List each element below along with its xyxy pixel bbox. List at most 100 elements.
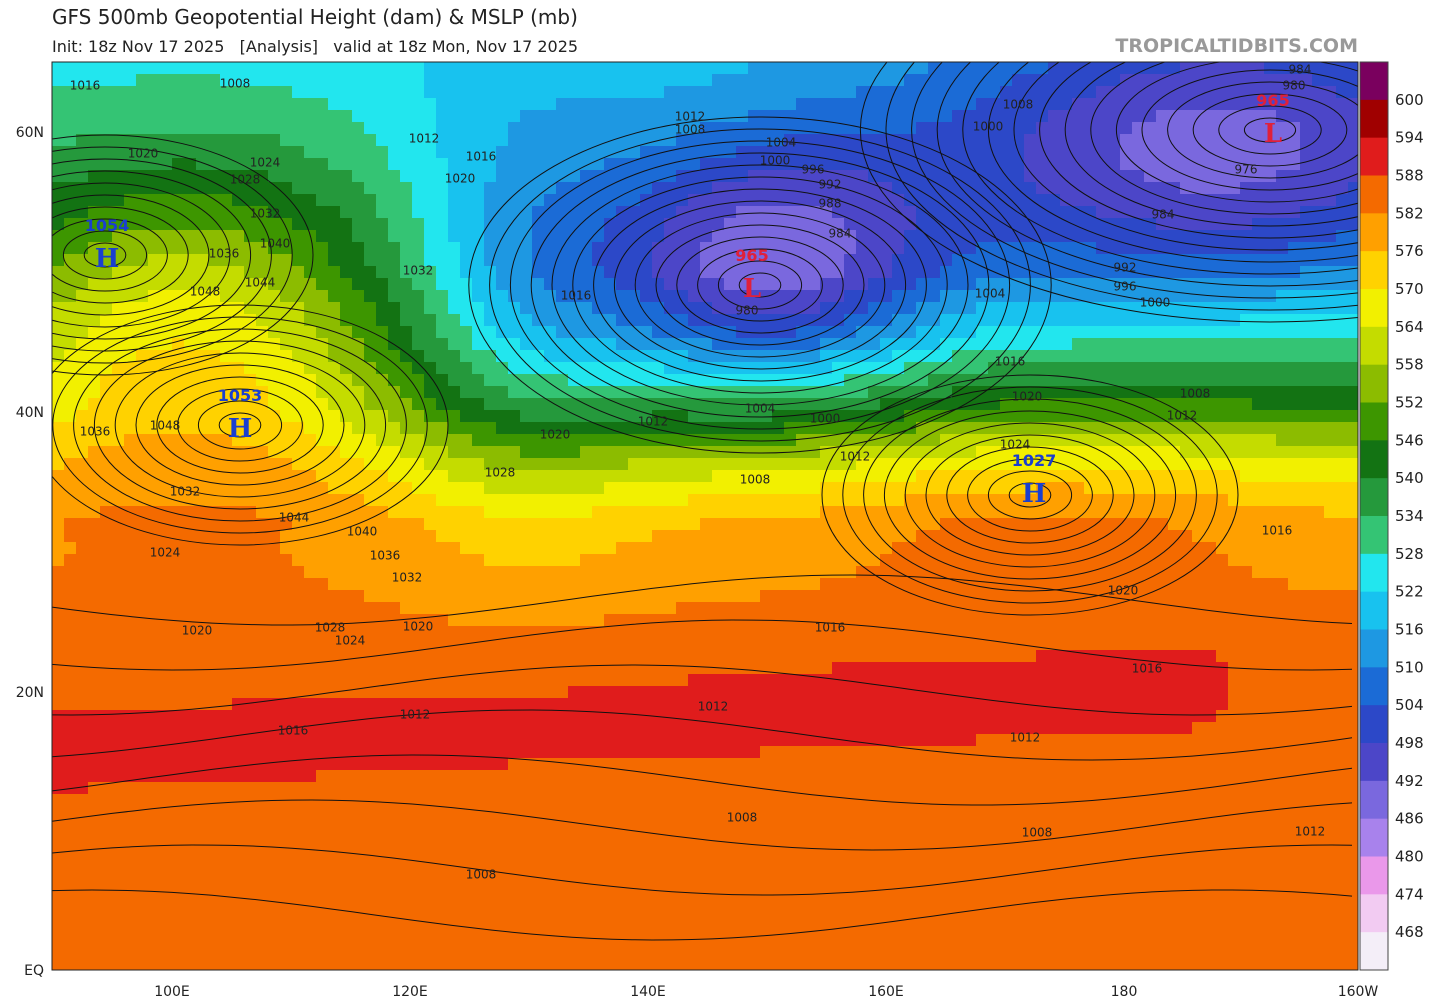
field-cell	[424, 98, 437, 111]
field-cell	[736, 602, 749, 615]
field-cell	[520, 194, 533, 207]
field-cell	[1288, 290, 1301, 303]
field-cell	[1240, 206, 1253, 219]
field-cell	[592, 542, 605, 555]
field-cell	[772, 518, 785, 531]
field-cell	[1108, 518, 1121, 531]
field-cell	[424, 458, 437, 471]
field-cell	[400, 590, 413, 603]
field-cell	[208, 350, 221, 363]
field-cell	[460, 326, 473, 339]
field-cell	[1012, 326, 1025, 339]
field-cell	[1264, 242, 1277, 255]
field-cell	[1012, 338, 1025, 351]
field-cell	[724, 278, 737, 291]
field-cell	[592, 554, 605, 567]
field-cell	[196, 590, 209, 603]
field-cell	[880, 410, 893, 423]
field-cell	[484, 146, 497, 159]
field-cell	[136, 86, 149, 99]
field-cell	[304, 422, 317, 435]
field-cell	[1276, 338, 1289, 351]
field-cell	[724, 170, 737, 183]
field-cell	[208, 74, 221, 87]
field-cell	[340, 398, 353, 411]
field-cell	[580, 470, 593, 483]
field-cell	[388, 458, 401, 471]
field-cell	[232, 158, 245, 171]
field-cell	[1288, 182, 1301, 195]
field-cell	[436, 278, 449, 291]
field-cell	[436, 170, 449, 183]
field-cell	[1024, 74, 1037, 87]
field-cell	[1300, 170, 1313, 183]
field-cell	[328, 134, 341, 147]
field-cell	[748, 122, 761, 135]
field-cell	[1156, 566, 1169, 579]
field-cell	[844, 158, 857, 171]
field-cell	[796, 290, 809, 303]
field-cell	[736, 218, 749, 231]
field-cell	[868, 110, 881, 123]
field-cell	[568, 254, 581, 267]
field-cell	[796, 590, 809, 603]
field-cell	[940, 506, 953, 519]
field-cell	[124, 398, 137, 411]
field-cell	[592, 434, 605, 447]
field-cell	[280, 590, 293, 603]
field-cell	[748, 218, 761, 231]
field-cell	[436, 110, 449, 123]
field-cell	[808, 578, 821, 591]
field-cell	[1024, 326, 1037, 339]
field-cell	[460, 290, 473, 303]
field-cell	[940, 242, 953, 255]
field-cell	[664, 482, 677, 495]
field-cell	[256, 554, 269, 567]
field-cell	[1312, 362, 1325, 375]
field-cell	[1048, 230, 1061, 243]
field-cell	[592, 470, 605, 483]
field-cell	[892, 278, 905, 291]
field-cell	[760, 230, 773, 243]
field-cell	[580, 482, 593, 495]
field-cell	[1036, 542, 1049, 555]
field-cell	[1024, 170, 1037, 183]
field-cell	[592, 482, 605, 495]
field-cell	[388, 170, 401, 183]
field-cell	[460, 554, 473, 567]
field-cell	[136, 446, 149, 459]
field-cell	[472, 578, 485, 591]
field-cell	[1276, 182, 1289, 195]
field-cell	[1048, 218, 1061, 231]
field-cell	[580, 530, 593, 543]
field-cell	[508, 566, 521, 579]
field-cell	[808, 530, 821, 543]
field-cell	[388, 590, 401, 603]
field-cell	[1264, 218, 1277, 231]
field-cell	[340, 86, 353, 99]
field-cell	[808, 62, 821, 75]
field-cell	[1240, 482, 1253, 495]
field-cell	[796, 110, 809, 123]
field-cell	[1084, 62, 1097, 75]
field-cell	[652, 110, 665, 123]
field-cell	[472, 86, 485, 99]
field-cell	[208, 554, 221, 567]
field-cell	[160, 602, 173, 615]
field-cell	[1048, 194, 1061, 207]
field-cell	[760, 590, 773, 603]
field-cell	[244, 602, 257, 615]
field-cell	[1180, 278, 1193, 291]
field-cell	[340, 134, 353, 147]
field-cell	[460, 134, 473, 147]
field-cell	[484, 602, 497, 615]
field-cell	[76, 122, 89, 135]
field-cell	[484, 398, 497, 411]
field-cell	[1336, 590, 1349, 603]
field-cell	[1348, 362, 1358, 375]
field-cell	[1240, 470, 1253, 483]
field-cell	[484, 158, 497, 171]
field-cell	[856, 146, 869, 159]
field-cell	[436, 530, 449, 543]
field-cell	[760, 530, 773, 543]
